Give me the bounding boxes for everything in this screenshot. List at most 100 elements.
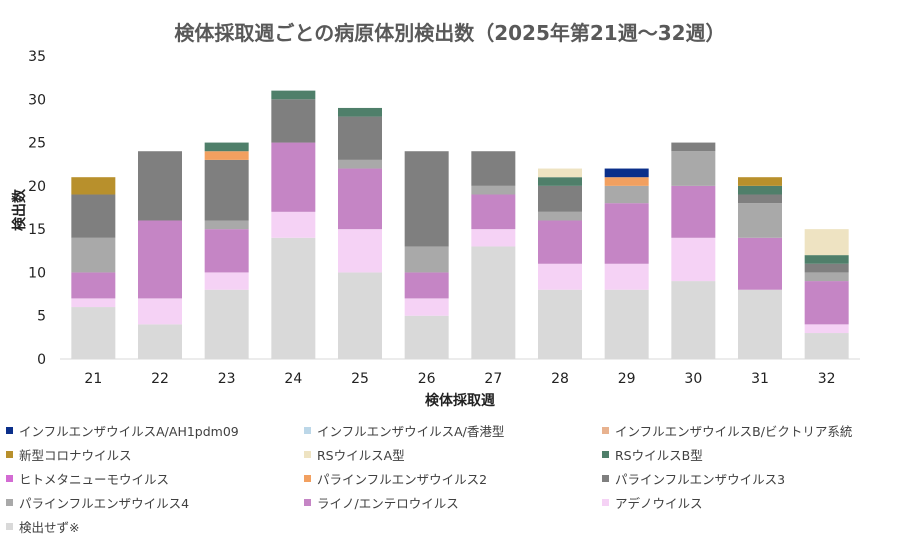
legend-item: 新型コロナウイルス — [6, 445, 304, 464]
bar-segment — [271, 237, 316, 359]
legend-item: ヒトメタニューモウイルス — [6, 469, 304, 488]
x-axis-title: 検体採取週 — [425, 392, 495, 409]
legend-swatch — [6, 498, 13, 506]
legend-item: アデノウイルス — [602, 493, 900, 512]
bar-series — [71, 90, 849, 359]
y-tick-label: 5 — [37, 309, 46, 325]
legend-label: ライノ/エンテロウイルス — [317, 495, 459, 511]
legend-label: インフルエンザウイルスA/AH1pdm09 — [19, 423, 239, 439]
bar-segment — [538, 263, 582, 290]
x-tick-label: 31 — [751, 371, 769, 387]
bar-segment — [471, 229, 516, 247]
bar-segment — [71, 272, 116, 299]
bar-segment — [804, 255, 849, 264]
bar-segment — [604, 185, 649, 204]
x-axis-ticks: 21 22 23 24 25 26 27 28 29 30 31 32 — [84, 371, 835, 387]
x-tick-label: 27 — [484, 371, 502, 387]
bar-segment — [471, 151, 516, 186]
legend-label: パラインフルエンザウイルス2 — [317, 471, 488, 487]
bar-segment — [204, 229, 249, 273]
bar-segment — [271, 90, 316, 100]
bar-segment — [138, 151, 182, 221]
bar-segment — [804, 333, 849, 359]
bar-segment — [404, 246, 449, 273]
legend-item: インフルエンザウイルスA/香港型 — [304, 421, 602, 440]
bar-segment — [71, 194, 116, 238]
legend-item: RSウイルスB型 — [602, 445, 900, 464]
legend-label: ヒトメタニューモウイルス — [19, 471, 170, 487]
y-tick-label: 30 — [28, 92, 46, 108]
x-tick-label: 28 — [551, 371, 569, 387]
legend-label: パラインフルエンザウイルス3 — [615, 471, 786, 487]
bar-segment — [671, 185, 716, 238]
x-tick-label: 23 — [218, 371, 236, 387]
bar-segment — [604, 177, 649, 186]
bar-segment — [738, 237, 782, 290]
y-tick-label: 10 — [28, 265, 46, 281]
legend-swatch — [6, 474, 13, 482]
legend-label: 検出せず※ — [19, 519, 80, 535]
bar-segment — [404, 315, 449, 359]
y-tick-label: 25 — [28, 136, 46, 152]
bar-segment — [604, 263, 649, 290]
bar-segment — [804, 281, 849, 325]
bar-segment — [538, 220, 582, 264]
bar-segment — [804, 272, 849, 282]
legend-label: RSウイルスB型 — [615, 447, 703, 463]
legend-swatch — [304, 450, 311, 458]
bar-segment — [138, 298, 182, 325]
x-tick-label: 22 — [151, 371, 169, 387]
bar-segment — [671, 151, 716, 186]
legend-label: RSウイルスA型 — [317, 447, 405, 463]
bar-segment — [604, 203, 649, 264]
legend-label: 新型コロナウイルス — [19, 447, 132, 463]
x-tick-label: 25 — [351, 371, 369, 387]
bar-segment — [738, 203, 782, 238]
legend-item: インフルエンザウイルスB/ビクトリア系統 — [602, 421, 900, 440]
bar-segment — [471, 246, 516, 359]
bar-segment — [338, 116, 382, 160]
legend-swatch — [6, 522, 13, 530]
bar-segment — [71, 307, 116, 359]
legend-swatch — [602, 498, 609, 506]
bar-segment — [671, 237, 716, 282]
bar-segment — [204, 289, 249, 359]
bar-segment — [338, 229, 382, 273]
bar-segment — [471, 185, 516, 195]
x-tick-label: 24 — [284, 371, 302, 387]
bar-segment — [538, 168, 582, 178]
legend-label: インフルエンザウイルスB/ビクトリア系統 — [615, 423, 853, 439]
bar-segment — [404, 298, 449, 316]
legend-item: 検出せず※ — [6, 517, 304, 536]
bar-segment — [538, 211, 582, 221]
bar-segment — [471, 194, 516, 230]
bar-segment — [338, 107, 382, 117]
y-tick-label: 20 — [28, 179, 46, 195]
x-tick-label: 29 — [618, 371, 636, 387]
bar-segment — [271, 211, 316, 238]
legend-swatch — [6, 426, 13, 434]
legend: インフルエンザウイルスA/AH1pdm09 インフルエンザウイルスA/香港型 インフ… — [6, 418, 900, 538]
bar-segment — [271, 142, 316, 212]
bar-segment — [138, 220, 182, 299]
legend-row: パラインフルエンザウイルス4 ライノ/エンテロウイルス アデノウイルス — [6, 490, 900, 514]
bar-segment — [738, 194, 782, 204]
bar-segment — [738, 185, 782, 195]
y-tick-label: 35 — [28, 49, 46, 65]
y-axis-ticks: 0 5 10 15 20 25 30 35 — [28, 49, 46, 368]
bar-segment — [71, 177, 116, 195]
bar-segment — [671, 142, 716, 152]
bar-segment — [404, 272, 449, 299]
bar-segment — [338, 272, 382, 359]
bar-segment — [204, 272, 249, 290]
x-tick-label: 30 — [684, 371, 702, 387]
bar-segment — [671, 281, 716, 359]
bar-segment — [738, 289, 782, 359]
legend-item: RSウイルスA型 — [304, 445, 602, 464]
bar-segment — [404, 151, 449, 247]
legend-swatch — [602, 426, 609, 434]
bar-segment — [804, 324, 849, 334]
x-tick-label: 26 — [418, 371, 436, 387]
chart-title: 検体採取週ごとの病原体別検出数（2025年第21週～32週） — [174, 21, 725, 45]
legend-label: インフルエンザウイルスA/香港型 — [317, 423, 505, 439]
